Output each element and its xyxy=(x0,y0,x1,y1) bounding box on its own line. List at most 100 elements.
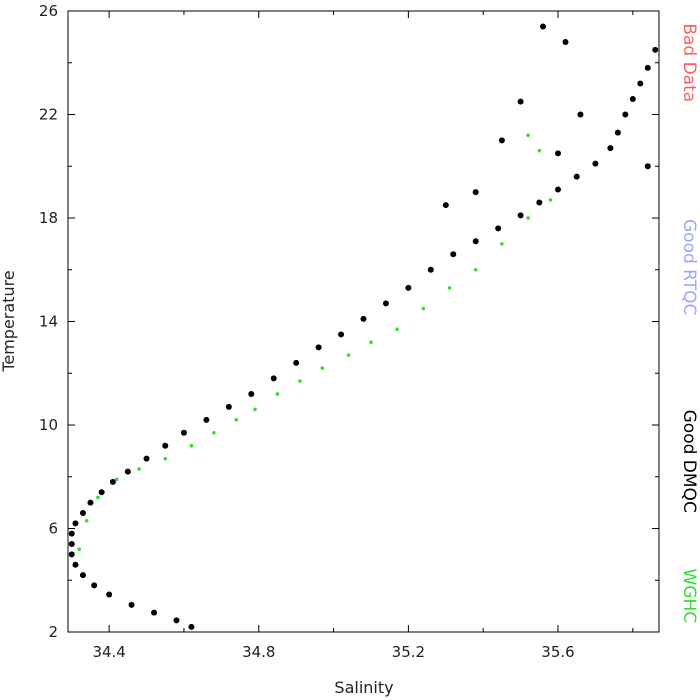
data-point xyxy=(77,547,82,551)
data-point xyxy=(109,478,116,485)
data-point xyxy=(72,561,79,568)
data-point xyxy=(163,456,168,461)
data-point xyxy=(614,129,621,136)
y-axis-title: Temperature xyxy=(0,270,18,372)
data-point xyxy=(188,623,195,630)
legend-entry: WGHC xyxy=(679,568,699,623)
data-point xyxy=(555,150,562,157)
y-tick-label: 18 xyxy=(39,209,58,227)
data-point xyxy=(98,489,105,496)
data-point xyxy=(644,64,651,71)
data-point xyxy=(637,80,644,87)
data-point xyxy=(253,407,257,412)
y-tick-label: 26 xyxy=(39,2,58,20)
data-point xyxy=(79,509,86,516)
data-point xyxy=(360,315,367,322)
data-point xyxy=(180,429,187,436)
data-point xyxy=(338,331,345,338)
data-point xyxy=(124,468,131,475)
series-wghc xyxy=(77,133,553,551)
data-point xyxy=(114,477,119,482)
data-point xyxy=(212,430,216,435)
data-point xyxy=(652,46,659,53)
plot-content xyxy=(68,23,659,630)
x-tick-label: 35.6 xyxy=(541,643,574,661)
data-point xyxy=(79,572,86,579)
data-point xyxy=(450,251,457,258)
data-point xyxy=(248,390,255,397)
data-point xyxy=(573,173,580,180)
y-tick-label: 6 xyxy=(48,520,58,538)
x-tick-label: 34.8 xyxy=(242,643,275,661)
data-point xyxy=(472,189,479,196)
data-point xyxy=(151,609,158,616)
data-point xyxy=(526,133,530,137)
data-point xyxy=(592,160,599,167)
data-point xyxy=(346,353,351,357)
data-point xyxy=(537,148,542,153)
data-point xyxy=(622,111,629,118)
data-point xyxy=(315,344,322,351)
legend: Bad Data Good RTQC Good DMQC WGHC xyxy=(679,23,699,623)
legend-entry: Good DMQC xyxy=(679,410,699,513)
data-point xyxy=(189,443,194,448)
data-point xyxy=(526,216,530,220)
data-point xyxy=(540,23,547,30)
y-tick-label: 14 xyxy=(39,313,58,331)
data-point xyxy=(128,601,135,608)
data-point xyxy=(203,416,210,423)
data-point xyxy=(447,286,452,290)
data-point xyxy=(173,617,180,624)
data-point xyxy=(320,366,325,370)
data-point xyxy=(293,359,300,366)
data-point xyxy=(644,163,651,170)
data-point xyxy=(68,530,75,537)
data-point xyxy=(517,212,524,219)
series-good-dmqc xyxy=(68,23,659,630)
data-point xyxy=(548,198,553,202)
legend-entry: Bad Data xyxy=(679,23,699,102)
data-point xyxy=(382,300,389,307)
data-point xyxy=(143,455,150,462)
data-point xyxy=(369,340,373,345)
data-point xyxy=(629,95,636,102)
data-point xyxy=(395,327,399,332)
data-point xyxy=(405,284,412,291)
data-point xyxy=(536,199,543,206)
data-point xyxy=(84,518,89,523)
x-axis: 34.4 34.8 35.2 35.6 xyxy=(92,11,634,661)
data-point xyxy=(96,495,100,500)
x-tick-label: 35.2 xyxy=(392,643,425,661)
data-point xyxy=(270,375,277,382)
data-point xyxy=(427,266,434,273)
data-point xyxy=(275,392,280,396)
data-point xyxy=(500,242,504,246)
data-point xyxy=(473,267,478,272)
data-point xyxy=(562,39,569,46)
data-point xyxy=(495,225,502,232)
y-tick-label: 10 xyxy=(39,416,58,434)
x-tick-label: 34.4 xyxy=(92,643,125,661)
y-tick-label: 22 xyxy=(39,106,58,124)
x-axis-title: Salinity xyxy=(334,678,393,697)
data-point xyxy=(298,379,302,383)
data-point xyxy=(607,145,614,152)
data-point xyxy=(162,442,169,449)
data-point xyxy=(87,499,94,506)
data-point xyxy=(72,520,79,527)
data-point xyxy=(421,306,426,311)
data-point xyxy=(555,186,562,193)
data-point xyxy=(498,137,505,144)
data-point xyxy=(577,111,584,118)
data-point xyxy=(472,238,479,245)
data-point xyxy=(68,541,75,548)
legend-entry: Good RTQC xyxy=(679,219,699,315)
data-point xyxy=(91,582,98,589)
data-point xyxy=(234,418,239,422)
y-tick-label: 2 xyxy=(48,623,58,641)
data-point xyxy=(68,551,75,558)
data-point xyxy=(225,403,232,410)
data-point xyxy=(442,202,449,209)
